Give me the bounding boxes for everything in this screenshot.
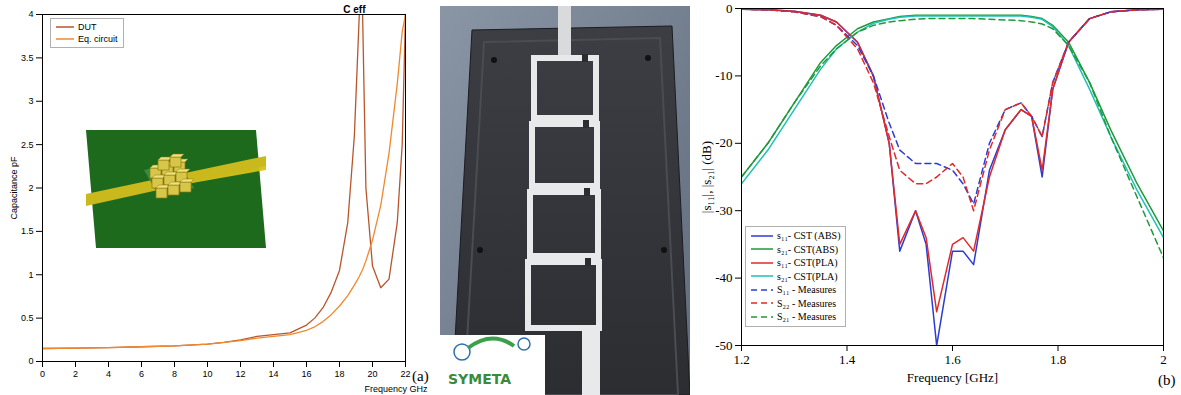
svg-text:3: 3: [28, 96, 33, 106]
svg-text:-40: -40: [715, 270, 732, 285]
svg-text:0: 0: [40, 369, 45, 379]
svg-text:|s₁₁|, |s₂₁| (dB): |s₁₁|, |s₂₁| (dB): [699, 141, 714, 213]
svg-text:2: 2: [1160, 352, 1167, 367]
svg-text:3.5: 3.5: [21, 53, 34, 63]
svg-text:2.5: 2.5: [21, 140, 34, 150]
html-text:s₂₁- CST(PLA): s₂₁- CST(PLA): [777, 270, 838, 282]
svg-text:Frequency GHz: Frequency GHz: [364, 384, 428, 394]
svg-text:1.4: 1.4: [839, 352, 856, 367]
svg-text:22: 22: [400, 369, 410, 379]
svg-text:1.6: 1.6: [944, 352, 961, 367]
svg-text:6: 6: [139, 369, 144, 379]
svg-text:12: 12: [235, 369, 245, 379]
html-text:Eq. circuit: Eq. circuit: [78, 34, 118, 45]
html-text:S₂₁ - Measures: S₂₁ - Measures: [777, 311, 837, 322]
svg-text:20: 20: [367, 369, 377, 379]
svg-text:Frequency [GHz]: Frequency [GHz]: [907, 370, 998, 385]
svg-text:2: 2: [73, 369, 78, 379]
svg-text:C eff: C eff: [343, 4, 366, 15]
svg-text:0: 0: [28, 356, 33, 366]
html-text:(a): (a): [412, 368, 429, 384]
svg-text:14: 14: [268, 369, 278, 379]
svg-text:-30: -30: [715, 203, 732, 218]
svg-text:-50: -50: [715, 338, 732, 353]
svg-text:1: 1: [28, 270, 33, 280]
svg-text:1.5: 1.5: [21, 226, 34, 236]
svg-text:SYMETA: SYMETA: [448, 371, 511, 387]
html-text:s₁₁- CST (ABS): s₁₁- CST (ABS): [777, 230, 841, 241]
svg-text:16: 16: [301, 369, 311, 379]
svg-text:4: 4: [28, 9, 33, 19]
svg-text:1.2: 1.2: [733, 352, 749, 367]
html-text:S₂₂ - Measures: S₂₂ - Measures: [777, 297, 837, 309]
svg-text:0: 0: [726, 1, 733, 16]
svg-text:10: 10: [202, 369, 212, 379]
svg-text:2: 2: [28, 183, 33, 193]
html-text:S₁₁ - Measures: S₁₁ - Measures: [777, 284, 837, 295]
html-text:s₁₁- CST(PLA): s₁₁- CST(PLA): [777, 257, 838, 268]
html-text:DUT: DUT: [78, 22, 97, 32]
svg-text:-10: -10: [715, 68, 732, 83]
svg-text:Capacitance pF: Capacitance pF: [9, 156, 19, 220]
svg-text:4: 4: [106, 369, 111, 379]
svg-text:1.8: 1.8: [1050, 352, 1066, 367]
svg-text:18: 18: [334, 369, 344, 379]
html-text:s₂₁- CST(ABS): s₂₁- CST(ABS): [777, 243, 839, 255]
svg-text:0.5: 0.5: [21, 313, 34, 323]
svg-text:-20: -20: [715, 135, 732, 150]
svg-text:8: 8: [172, 369, 177, 379]
html-text:(b): (b): [1158, 372, 1176, 388]
